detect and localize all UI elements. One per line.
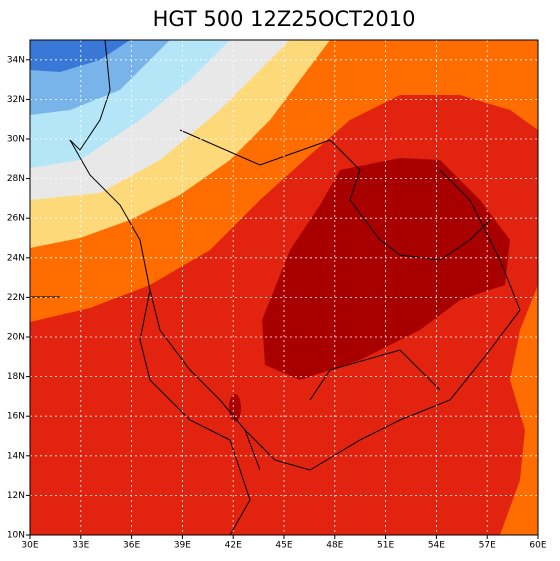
y-tick-label: 34N xyxy=(7,55,25,65)
x-tick-label: 45E xyxy=(275,541,292,551)
y-tick-label: 28N xyxy=(7,174,25,184)
x-tick-label: 54E xyxy=(428,541,445,551)
x-tick-label: 33E xyxy=(72,541,89,551)
x-tick-label: 36E xyxy=(123,541,140,551)
x-tick-label: 39E xyxy=(174,541,191,551)
y-tick-label: 26N xyxy=(7,214,25,224)
y-tick-label: 32N xyxy=(7,95,25,105)
x-tick-label: 48E xyxy=(326,541,343,551)
x-tick-label: 42E xyxy=(225,541,242,551)
y-tick-label: 20N xyxy=(7,333,25,343)
x-tick-label: 60E xyxy=(529,541,546,551)
contour-fill xyxy=(30,40,538,535)
x-tick-label: 57E xyxy=(479,541,496,551)
map-title: HGT 500 12Z25OCT2010 xyxy=(153,7,416,31)
y-tick-label: 12N xyxy=(7,491,25,501)
y-tick-label: 16N xyxy=(7,412,25,422)
y-tick-label: 22N xyxy=(7,293,25,303)
y-tick-label: 10N xyxy=(7,531,25,541)
x-tick-label: 30E xyxy=(21,541,38,551)
axis-labels: 30E 33E 36E 39E 42E 45E 48E 51E 54E 57E 60E 10N 12N 1… xyxy=(7,55,547,550)
y-tick-label: 18N xyxy=(7,372,25,382)
y-tick-label: 30N xyxy=(7,135,25,145)
x-tick-label: 51E xyxy=(377,541,394,551)
y-tick-label: 24N xyxy=(7,253,25,263)
y-tick-label: 14N xyxy=(7,451,25,461)
